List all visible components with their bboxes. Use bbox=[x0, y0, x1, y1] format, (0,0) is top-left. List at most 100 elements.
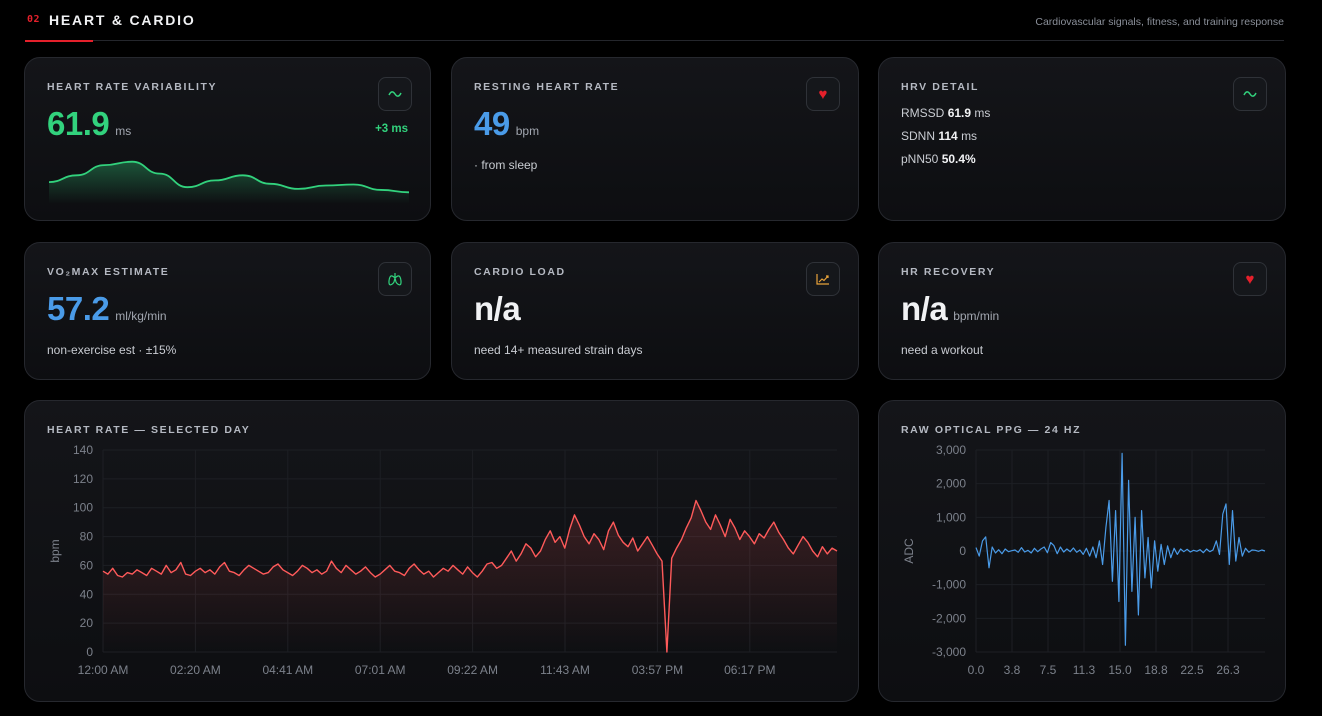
y-tick-label: 1,000 bbox=[936, 510, 966, 524]
x-tick-label: 06:17 PM bbox=[724, 663, 775, 677]
y-tick-label: -2,000 bbox=[932, 611, 966, 625]
resting-hr-icon-button[interactable]: ♥ bbox=[806, 77, 840, 111]
y-tick-label: 20 bbox=[80, 616, 94, 630]
x-tick-label: 03:57 PM bbox=[632, 663, 683, 677]
resting-hr-unit: bpm bbox=[515, 124, 540, 138]
vo2max-icon-button[interactable] bbox=[378, 262, 412, 296]
rmssd-label: RMSSD bbox=[901, 106, 945, 120]
hrv-delta: +3 ms bbox=[375, 123, 408, 135]
vo2max-label: VO₂MAX ESTIMATE bbox=[47, 266, 170, 278]
lungs-icon bbox=[388, 273, 402, 286]
cardio-load-card[interactable]: CARDIO LOAD n/a need 14+ measured strain… bbox=[451, 242, 859, 380]
cardio-load-icon-button[interactable] bbox=[806, 262, 840, 296]
resting-hr-label: RESTING HEART RATE bbox=[474, 81, 620, 93]
wave-icon bbox=[1243, 91, 1257, 97]
y-axis-label: ADC bbox=[902, 538, 916, 564]
cardio-load-label: CARDIO LOAD bbox=[474, 266, 566, 278]
hrv-card-label: HEART RATE VARIABILITY bbox=[47, 81, 218, 93]
x-tick-label: 02:20 AM bbox=[170, 663, 221, 677]
x-tick-label: 11.3 bbox=[1073, 663, 1096, 677]
series-line bbox=[102, 499, 838, 653]
y-tick-label: 0 bbox=[959, 544, 966, 558]
y-axis-label: bpm bbox=[48, 539, 62, 562]
hrv-card-icon-button[interactable] bbox=[378, 77, 412, 111]
sdnn-label: SDNN bbox=[901, 129, 936, 143]
y-tick-label: -1,000 bbox=[932, 578, 966, 592]
y-tick-label: 140 bbox=[73, 443, 93, 457]
section-subtitle: Cardiovascular signals, fitness, and tra… bbox=[1035, 16, 1284, 28]
ppg-chart[interactable]: -3,000 -2,000 -1,000 0 1,000 2,000 3,000 0.0 3.8… bbox=[879, 401, 1287, 703]
rmssd-row: RMSSD 61.9 ms bbox=[901, 106, 990, 120]
y-tick-label: 3,000 bbox=[936, 443, 966, 457]
x-tick-label: 15.0 bbox=[1108, 663, 1132, 677]
x-tick-label: 26.3 bbox=[1216, 663, 1240, 677]
series-area bbox=[103, 500, 837, 652]
series-line bbox=[975, 452, 1266, 646]
hrv-value-row: 61.9 ms bbox=[47, 104, 131, 151]
section-header: 02 HEART & CARDIO Cardiovascular signals… bbox=[25, 0, 1284, 42]
hr-recovery-icon-button[interactable]: ♥ bbox=[1233, 262, 1267, 296]
x-tick-label: 0.0 bbox=[968, 663, 985, 677]
cardio-load-value: n/a bbox=[474, 290, 521, 327]
hr-recovery-note: need a workout bbox=[901, 343, 984, 357]
rmssd-unit: ms bbox=[974, 106, 991, 120]
hrv-card[interactable]: HEART RATE VARIABILITY 61.9 ms +3 ms bbox=[24, 57, 431, 221]
cardio-load-note: need 14+ measured strain days bbox=[474, 343, 643, 357]
resting-hr-value: 49 bbox=[474, 105, 510, 142]
heart-rate-chart-title: HEART RATE — SELECTED DAY bbox=[47, 424, 251, 436]
sdnn-row: SDNN 114 ms bbox=[901, 129, 977, 143]
heart-icon: ♥ bbox=[818, 85, 828, 103]
hrv-detail-card[interactable]: HRV DETAIL RMSSD 61.9 ms SDNN 114 ms pNN… bbox=[878, 57, 1286, 221]
x-tick-label: 3.8 bbox=[1004, 663, 1021, 677]
y-tick-label: 120 bbox=[73, 472, 93, 486]
hr-recovery-unit: bpm/min bbox=[953, 309, 1000, 323]
hrv-detail-label: HRV DETAIL bbox=[901, 81, 980, 93]
y-tick-label: 80 bbox=[80, 530, 94, 544]
pnn50-row: pNN50 50.4% bbox=[901, 152, 976, 166]
hrv-unit: ms bbox=[115, 124, 132, 138]
section-title: HEART & CARDIO bbox=[49, 12, 196, 28]
trend-chart-icon bbox=[816, 274, 829, 285]
rmssd-value: 61.9 bbox=[947, 106, 972, 120]
y-tick-label: 60 bbox=[80, 558, 94, 572]
resting-hr-note: · from sleep bbox=[474, 158, 538, 172]
hrv-sparkline bbox=[48, 160, 410, 204]
hrv-sparkline-area bbox=[49, 161, 409, 204]
hrv-detail-icon-button[interactable] bbox=[1233, 77, 1267, 111]
y-tick-label: 100 bbox=[73, 501, 93, 515]
y-tick-label: -3,000 bbox=[932, 645, 966, 659]
heart-rate-chart[interactable]: 0 20 40 60 80 100 120 140 12:00 AM 02:20 AM 04:41 … bbox=[25, 401, 860, 703]
pnn50-label: pNN50 bbox=[901, 152, 939, 166]
hrv-sparkline-line bbox=[48, 160, 410, 194]
section-accent-bar bbox=[25, 40, 93, 42]
hr-recovery-value-row: n/a bpm/min bbox=[901, 289, 999, 336]
hr-recovery-label: HR RECOVERY bbox=[901, 266, 996, 278]
x-tick-label: 07:01 AM bbox=[355, 663, 406, 677]
ppg-chart-card[interactable]: RAW OPTICAL PPG — 24 HZ -3,000 -2,000 -1,0… bbox=[878, 400, 1286, 702]
y-tick-label: 40 bbox=[80, 587, 94, 601]
y-tick-label: 2,000 bbox=[936, 477, 966, 491]
section-number: 02 bbox=[27, 14, 41, 25]
wave-icon bbox=[388, 91, 402, 97]
x-tick-label: 18.8 bbox=[1144, 663, 1168, 677]
hrv-value: 61.9 bbox=[47, 105, 110, 142]
resting-hr-card[interactable]: RESTING HEART RATE ♥ 49 bpm · from sleep bbox=[451, 57, 859, 221]
heart-rate-chart-card[interactable]: HEART RATE — SELECTED DAY 0 20 40 60 80 100 12… bbox=[24, 400, 859, 702]
pnn50-value: 50.4% bbox=[941, 152, 976, 166]
vo2max-value-row: 57.2 ml/kg/min bbox=[47, 289, 167, 336]
x-tick-label: 12:00 AM bbox=[78, 663, 129, 677]
heart-icon: ♥ bbox=[1245, 270, 1255, 288]
resting-hr-value-row: 49 bpm bbox=[474, 104, 539, 151]
vo2max-card[interactable]: VO₂MAX ESTIMATE 57.2 ml/kg/min non-exerci… bbox=[24, 242, 431, 380]
hr-recovery-card[interactable]: HR RECOVERY ♥ n/a bpm/min need a workout bbox=[878, 242, 1286, 380]
vo2max-value: 57.2 bbox=[47, 290, 110, 327]
ppg-chart-title: RAW OPTICAL PPG — 24 HZ bbox=[901, 424, 1082, 436]
vo2max-note: non-exercise est · ±15% bbox=[47, 343, 177, 357]
sdnn-value: 114 bbox=[938, 129, 958, 143]
x-tick-label: 11:43 AM bbox=[540, 663, 590, 677]
sdnn-unit: ms bbox=[961, 129, 978, 143]
x-tick-label: 04:41 AM bbox=[262, 663, 313, 677]
vo2max-unit: ml/kg/min bbox=[115, 309, 167, 323]
x-tick-label: 09:22 AM bbox=[447, 663, 498, 677]
x-tick-label: 22.5 bbox=[1180, 663, 1204, 677]
